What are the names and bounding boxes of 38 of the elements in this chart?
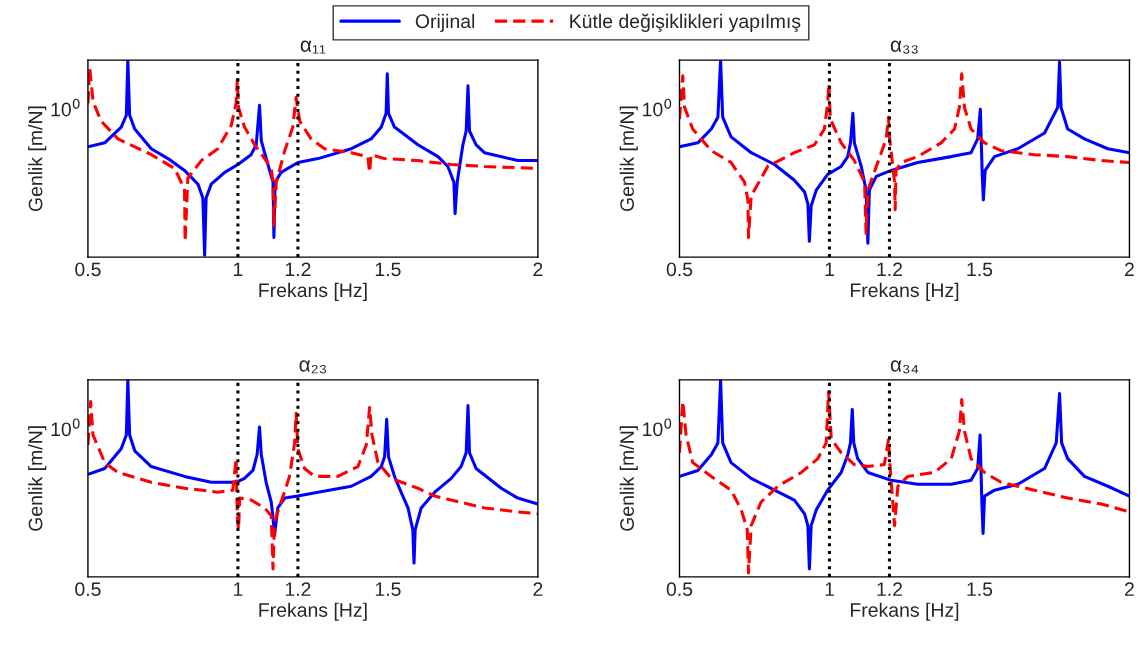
x-tick-label: 0.5: [75, 582, 101, 597]
x-tick-label: 2: [533, 262, 543, 277]
chart-title: α₁₁: [300, 40, 326, 54]
x-tick-label: 1: [233, 262, 243, 277]
x-tick-label: 1.2: [285, 582, 311, 596]
chart-title: α₃₄: [890, 360, 919, 374]
x-axis-title: Frekans [Hz]: [850, 602, 959, 621]
x-tick-label: 1.5: [375, 262, 401, 277]
y-axis-title: Genlik [m/N]: [28, 106, 47, 212]
x-tick-label: 1: [233, 582, 243, 596]
x-tick-label: 0.5: [75, 262, 101, 277]
x-tick-label: 2: [1125, 262, 1134, 277]
x-tick-label: 0.5: [666, 582, 693, 597]
legend-label: Kütle değişiklikleri yapılmış: [570, 13, 801, 33]
y-axis-title: Genlik [m/N]: [28, 426, 47, 531]
x-axis-title: Frekans [Hz]: [259, 602, 367, 621]
y-axis-title: Genlik [m/N]: [619, 106, 638, 212]
x-tick-label: 2: [1125, 582, 1134, 596]
x-tick-label: 0.5: [666, 262, 693, 277]
y-axis-title: Genlik [m/N]: [619, 426, 638, 531]
x-tick-label: 1.2: [285, 262, 311, 277]
x-tick-label: 1.5: [967, 582, 993, 597]
x-tick-label: 1.5: [967, 262, 993, 277]
text: 10$^{0}$: [643, 418, 672, 437]
chart-title: α₂₃: [299, 360, 327, 374]
legend-label: Orijinal: [415, 13, 475, 32]
x-tick-label: 2: [533, 582, 543, 596]
x-tick-label: 1.2: [877, 262, 903, 277]
x-tick-label: 1: [825, 582, 834, 596]
chart-title: α₃₃: [890, 40, 918, 54]
x-tick-label: 1.5: [375, 582, 401, 597]
x-tick-label: 1.2: [877, 582, 903, 596]
x-axis-title: Frekans [Hz]: [259, 282, 367, 301]
x-tick-label: 1: [825, 262, 834, 277]
x-axis-title: Frekans [Hz]: [850, 282, 959, 301]
text: 10$^{0}$: [643, 98, 672, 117]
text: 10$^{0}$: [51, 98, 80, 117]
text: 10$^{0}$: [51, 418, 80, 437]
